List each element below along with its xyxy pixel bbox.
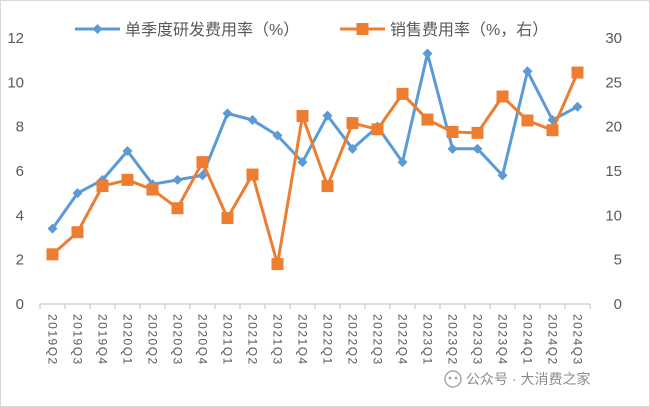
series-1 bbox=[47, 48, 583, 234]
wechat-icon-dot-2 bbox=[454, 376, 458, 380]
legend-swatch-marker bbox=[92, 24, 103, 34]
series-2 bbox=[46, 66, 584, 271]
series-1-point bbox=[322, 110, 333, 121]
series-layer bbox=[46, 48, 584, 271]
series-1-point bbox=[122, 146, 133, 157]
legend-label: 单季度研发费用率（%） bbox=[125, 21, 299, 39]
x-category-label: 2020Q4 bbox=[196, 314, 210, 366]
wechat-icon bbox=[444, 370, 462, 388]
series-1-point bbox=[447, 143, 458, 154]
x-category-label: 2022Q2 bbox=[346, 314, 360, 366]
x-category-label: 2020Q1 bbox=[121, 314, 135, 366]
series-2-line bbox=[51, 72, 579, 266]
series-2-point bbox=[221, 211, 234, 224]
y-right-tick-label: 20 bbox=[605, 119, 622, 136]
x-category-label: 2024Q1 bbox=[521, 314, 535, 366]
watermark-group: 公众号 · 大消费之家 bbox=[444, 370, 590, 388]
y-right-tick-label: 30 bbox=[605, 30, 622, 47]
series-2-point bbox=[296, 110, 309, 123]
x-category-label: 2024Q3 bbox=[571, 314, 585, 366]
wechat-icon-dot-1 bbox=[448, 376, 452, 380]
series-2-point bbox=[321, 180, 334, 193]
series-1-point bbox=[422, 48, 433, 59]
y-left-tick-label: 0 bbox=[16, 296, 24, 313]
series-1-point bbox=[572, 101, 583, 112]
series-1-point bbox=[497, 170, 508, 181]
x-category-label: 2023Q1 bbox=[421, 314, 435, 366]
series-1-point bbox=[472, 143, 483, 154]
series-2-point bbox=[271, 258, 284, 271]
y-right-tick-label: 25 bbox=[605, 74, 622, 91]
series-2-point bbox=[196, 156, 209, 169]
series-1-point bbox=[197, 170, 208, 181]
y-left-tick-label: 6 bbox=[16, 163, 24, 180]
watermark-text: 公众号 · 大消费之家 bbox=[466, 371, 590, 387]
legend-swatch-marker bbox=[356, 23, 369, 35]
x-category-label: 2023Q4 bbox=[496, 314, 510, 366]
x-category-label: 2021Q3 bbox=[271, 314, 285, 366]
series-2-point bbox=[371, 123, 384, 136]
series-2-point bbox=[346, 117, 359, 130]
x-category-label: 2022Q4 bbox=[396, 314, 410, 366]
series-1-point bbox=[297, 157, 308, 168]
series-2-point bbox=[46, 248, 59, 261]
y-left-tick-label: 10 bbox=[7, 74, 24, 91]
x-category-label: 2023Q2 bbox=[446, 314, 460, 366]
series-2-point bbox=[121, 173, 134, 186]
y-left-tick-label: 4 bbox=[16, 207, 24, 224]
series-2-point bbox=[421, 113, 434, 126]
y-left-tick-label: 8 bbox=[16, 119, 24, 136]
legend-item-1: 单季度研发费用率（%） bbox=[75, 21, 299, 39]
series-2-point bbox=[171, 202, 184, 215]
y-left-tick-label: 2 bbox=[16, 252, 24, 269]
series-2-point bbox=[71, 226, 84, 239]
series-2-point bbox=[146, 183, 159, 196]
x-category-label: 2021Q2 bbox=[246, 314, 260, 366]
series-1-point bbox=[222, 108, 233, 119]
series-1-point bbox=[172, 174, 183, 185]
x-category-label: 2024Q2 bbox=[546, 314, 560, 366]
series-2-point bbox=[496, 90, 509, 103]
legend-label: 销售费用率（%，右） bbox=[390, 21, 548, 39]
x-category-label: 2019Q4 bbox=[96, 314, 110, 366]
series-2-point bbox=[471, 126, 484, 139]
x-category-label: 2022Q3 bbox=[371, 314, 385, 366]
series-2-point bbox=[96, 180, 109, 193]
series-2-point bbox=[446, 125, 459, 138]
series-2-point bbox=[246, 168, 259, 181]
x-category-label: 2019Q3 bbox=[71, 314, 85, 366]
series-1-point bbox=[47, 223, 58, 234]
series-1-point bbox=[247, 115, 258, 126]
x-category-label: 2020Q2 bbox=[146, 314, 160, 366]
legend: 单季度研发费用率（%） 销售费用率（%，右） bbox=[75, 21, 548, 39]
legend-item-2: 销售费用率（%，右） bbox=[340, 21, 548, 39]
series-1-point bbox=[347, 143, 358, 154]
x-category-label: 2022Q1 bbox=[321, 314, 335, 366]
y-right-tick-label: 0 bbox=[614, 296, 622, 313]
y-right-tick-label: 5 bbox=[614, 252, 622, 269]
x-category-label: 2021Q4 bbox=[296, 314, 310, 366]
series-2-point bbox=[571, 66, 584, 79]
series-2-point bbox=[546, 124, 559, 137]
x-category-label: 2023Q3 bbox=[471, 314, 485, 366]
y-left-tick-label: 12 bbox=[7, 30, 24, 47]
series-1-point bbox=[397, 157, 408, 168]
y-right-tick-label: 10 bbox=[605, 207, 622, 224]
series-2-point bbox=[396, 87, 409, 100]
x-category-label: 2021Q1 bbox=[221, 314, 235, 366]
axes: 0 2 4 6 8 10 12 0 5 10 15 20 25 30 2019Q2 2019Q3 2019Q4 2… bbox=[7, 30, 622, 366]
series-1-line bbox=[51, 52, 579, 230]
series-1-point bbox=[72, 188, 83, 199]
x-category-label: 2020Q3 bbox=[171, 314, 185, 366]
series-1-point bbox=[522, 66, 533, 77]
series-2-point bbox=[521, 114, 534, 127]
series-1-point bbox=[272, 130, 283, 141]
y-right-tick-label: 15 bbox=[605, 163, 622, 180]
x-category-label: 2019Q2 bbox=[46, 314, 60, 366]
